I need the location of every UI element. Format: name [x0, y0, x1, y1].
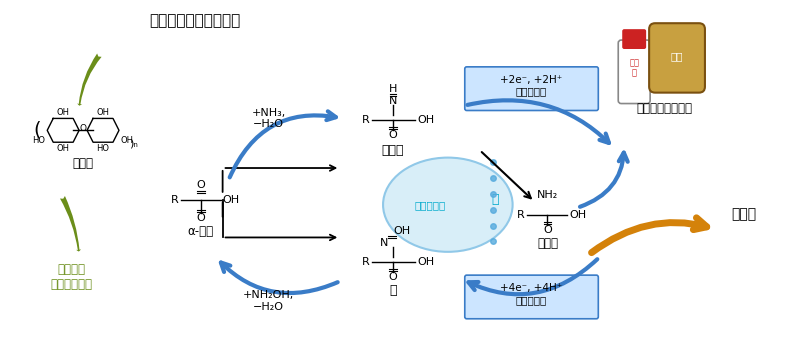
FancyBboxPatch shape — [622, 29, 646, 49]
Text: OH: OH — [57, 108, 70, 117]
Text: )ₙ: )ₙ — [129, 138, 138, 148]
Text: NH₂: NH₂ — [537, 190, 558, 200]
Text: 纴维素: 纴维素 — [73, 156, 94, 170]
FancyBboxPatch shape — [618, 40, 650, 104]
Text: OH: OH — [97, 108, 110, 117]
Text: OH: OH — [417, 257, 434, 267]
Text: 医药品: 医药品 — [731, 208, 756, 222]
FancyBboxPatch shape — [649, 23, 705, 92]
Text: OH: OH — [222, 195, 240, 205]
Text: 食品、饰料添加剂: 食品、饰料添加剂 — [636, 102, 692, 115]
Text: HO: HO — [32, 136, 46, 145]
Text: 木質（非食用）生物質: 木質（非食用）生物質 — [149, 13, 240, 28]
Text: R: R — [171, 195, 178, 205]
Text: (: ( — [34, 121, 41, 140]
Text: O: O — [80, 124, 86, 133]
Text: O: O — [389, 130, 398, 140]
Text: O: O — [389, 272, 398, 282]
Text: 饲料: 饲料 — [670, 51, 683, 61]
Text: 氨基酸: 氨基酸 — [537, 237, 558, 250]
Text: OH: OH — [393, 226, 410, 237]
Text: O: O — [196, 212, 205, 223]
Text: R: R — [517, 210, 525, 220]
Text: +2e⁻, +2H⁺
电化学还原: +2e⁻, +2H⁺ 电化学还原 — [501, 75, 562, 97]
Text: R: R — [362, 115, 370, 125]
Text: α-骮酸: α-骮酸 — [188, 225, 214, 238]
Text: N: N — [380, 238, 388, 249]
Text: O: O — [196, 180, 205, 190]
Text: 脔: 脔 — [390, 284, 397, 296]
Text: OH: OH — [57, 144, 70, 153]
Text: N: N — [389, 96, 398, 106]
Text: 水热分解
（化学过程）: 水热分解 （化学过程） — [50, 263, 92, 291]
Text: O: O — [543, 224, 552, 235]
Text: +4e⁻, +4H⁺
电化学还原: +4e⁻, +4H⁺ 电化学还原 — [501, 283, 562, 305]
Text: イミン: イミン — [382, 144, 404, 157]
Text: OH: OH — [417, 115, 434, 125]
Text: H: H — [389, 84, 398, 94]
FancyBboxPatch shape — [465, 275, 598, 319]
Text: OH: OH — [570, 210, 586, 220]
Text: +NH₃,
−H₂O: +NH₃, −H₂O — [251, 108, 286, 129]
Ellipse shape — [383, 158, 513, 252]
Text: HO: HO — [97, 144, 110, 153]
Text: R: R — [362, 257, 370, 267]
Text: うま
味: うま 味 — [629, 58, 639, 78]
Text: OH: OH — [121, 136, 134, 145]
Text: 水: 水 — [491, 193, 498, 206]
Text: +NH₂OH,
−H₂O: +NH₂OH, −H₂O — [243, 290, 294, 312]
FancyBboxPatch shape — [465, 67, 598, 110]
Text: 可再生电力: 可再生电力 — [414, 200, 446, 210]
